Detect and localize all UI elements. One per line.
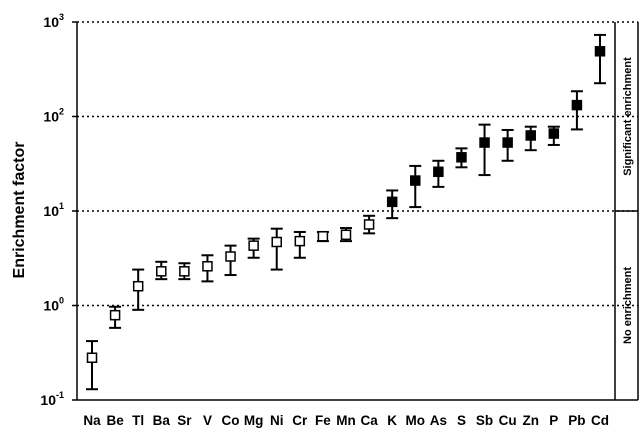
open-square-marker xyxy=(132,280,144,292)
data-point xyxy=(224,244,237,277)
x-tick-label: Zn xyxy=(522,413,539,428)
data-point xyxy=(409,164,422,209)
filled-square-marker xyxy=(386,196,398,208)
data-point xyxy=(501,128,514,162)
data-point xyxy=(386,189,399,220)
data-point xyxy=(340,227,352,243)
open-square-marker xyxy=(202,261,213,272)
x-tick-label: Cd xyxy=(591,413,609,428)
data-point xyxy=(432,159,445,188)
y-tick-label: 10-1 xyxy=(40,390,64,408)
x-tick-label: Ni xyxy=(270,413,284,428)
data-point xyxy=(363,214,376,235)
reference-lines xyxy=(77,21,638,307)
x-tick-label: Na xyxy=(83,413,101,428)
data-point xyxy=(316,230,329,243)
filled-square-marker xyxy=(594,46,606,57)
open-square-marker xyxy=(317,231,329,242)
open-square-marker xyxy=(179,266,190,277)
x-tick-label: Mn xyxy=(336,413,356,428)
x-tick-label: Mo xyxy=(406,413,426,428)
x-tick-label: Be xyxy=(106,413,124,428)
data-point xyxy=(109,305,122,329)
data-point xyxy=(293,230,306,259)
y-axis: 10-1 100 101 102 103 xyxy=(40,12,78,408)
x-tick-label: Cr xyxy=(292,413,308,428)
filled-square-marker xyxy=(433,166,444,178)
data-point xyxy=(478,123,491,177)
x-tick-label: S xyxy=(457,413,466,428)
data-point xyxy=(86,340,98,391)
x-tick-label: As xyxy=(430,413,447,428)
x-tick-label: Ba xyxy=(153,413,171,428)
data-point xyxy=(132,268,145,311)
y-tick-label: 100 xyxy=(43,296,64,314)
data-point xyxy=(270,227,283,271)
filled-square-marker xyxy=(571,99,583,111)
x-tick-label: P xyxy=(549,413,558,428)
filled-square-marker xyxy=(410,175,421,186)
data-point xyxy=(247,237,260,259)
data-point xyxy=(155,260,168,281)
open-square-marker xyxy=(294,235,306,247)
x-tick-label: K xyxy=(387,413,397,428)
open-square-marker xyxy=(363,219,375,230)
data-point xyxy=(594,33,606,85)
x-tick-label: Sr xyxy=(177,413,192,428)
x-tick-label: Cu xyxy=(499,413,517,428)
open-square-marker xyxy=(340,229,352,241)
y-tick-label: 101 xyxy=(43,201,64,219)
y-tick-label: 102 xyxy=(43,107,64,125)
open-square-marker xyxy=(86,352,98,363)
x-tick-label: Mg xyxy=(244,413,264,428)
x-tick-label: Co xyxy=(222,413,240,428)
data-point xyxy=(178,262,191,281)
y-axis-label: Enrichment factor xyxy=(11,142,28,279)
region-panel: Significant enrichment No enrichment xyxy=(614,22,639,401)
open-square-marker xyxy=(225,251,236,262)
no-enrichment-label: No enrichment xyxy=(622,267,634,344)
x-tick-label: Pb xyxy=(568,413,585,428)
x-tick-label: Fe xyxy=(315,413,331,428)
filled-square-marker xyxy=(548,128,560,139)
open-square-marker xyxy=(271,236,282,248)
data-point xyxy=(455,147,468,169)
data-point xyxy=(201,254,214,283)
open-square-marker xyxy=(248,240,259,251)
x-axis: Na Be Tl Ba Sr V Co Mg Ni Cr Fe Mn Ca K Mo As S Sb Cu Zn P Pb… xyxy=(77,399,615,428)
filled-square-marker xyxy=(479,137,490,148)
data-point xyxy=(524,125,537,152)
x-tick-label: Tl xyxy=(132,413,144,428)
x-tick-label: V xyxy=(203,413,212,428)
open-square-marker xyxy=(156,266,167,277)
open-square-marker xyxy=(109,309,121,321)
x-tick-label: Sb xyxy=(476,413,493,428)
data-point xyxy=(570,90,583,131)
filled-square-marker xyxy=(525,130,536,141)
significant-enrichment-label: Significant enrichment xyxy=(622,57,634,176)
filled-square-marker xyxy=(456,152,467,163)
x-tick-label: Ca xyxy=(360,413,378,428)
y-tick-label: 103 xyxy=(43,12,64,30)
filled-square-marker xyxy=(502,137,513,148)
data-point xyxy=(547,125,560,146)
data-series xyxy=(86,33,606,391)
